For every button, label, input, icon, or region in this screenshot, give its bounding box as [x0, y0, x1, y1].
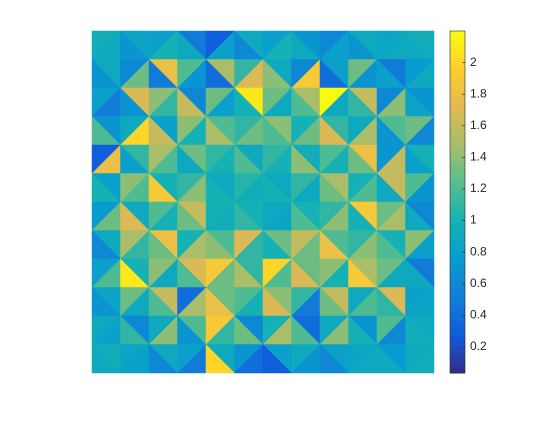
colorbar-swatch [450, 362, 465, 369]
colorbar-swatch [450, 244, 465, 251]
colorbar-swatch [450, 324, 465, 331]
colorbar-swatch [450, 47, 465, 53]
colorbar-swatch [450, 132, 465, 139]
colorbar-swatch [450, 164, 465, 171]
colorbar-swatch [450, 356, 465, 363]
colorbar-swatch [450, 351, 465, 358]
colorbar-swatch [450, 127, 465, 134]
colorbar-tick-label: 1.4 [470, 150, 487, 164]
colorbar-tick-label: 0.8 [470, 244, 487, 258]
colorbar-swatch [450, 31, 465, 37]
colorbar-swatch [450, 271, 465, 278]
colorbar-swatch [450, 105, 465, 112]
colorbar-swatch [450, 250, 465, 256]
colorbar-swatch [450, 228, 465, 235]
triangle [91, 343, 122, 374]
colorbar-swatch [450, 169, 465, 176]
colorbar-swatch [450, 159, 465, 166]
colorbar-swatch [450, 260, 465, 267]
triangle [319, 343, 350, 374]
colorbar-swatch [450, 223, 465, 230]
colorbar-swatch [450, 212, 465, 219]
colorbar-swatch [450, 180, 465, 187]
colorbar-swatch [450, 111, 465, 117]
colorbar-swatch [450, 137, 465, 144]
colorbar-swatch [450, 298, 465, 305]
colorbar-swatch [450, 346, 465, 353]
colorbar-swatch [450, 36, 465, 43]
colorbar-swatch [450, 218, 465, 224]
colorbar-swatch [450, 84, 465, 91]
colorbar-swatch [450, 308, 465, 315]
colorbar-swatch [450, 202, 465, 208]
colorbar-swatch [450, 319, 465, 326]
colorbar-tick-label: 1 [470, 213, 477, 227]
colorbar-swatch [450, 276, 465, 283]
colorbar-swatch [450, 57, 465, 64]
colorbar-tick-label: 1.8 [470, 86, 487, 100]
colorbar-swatch [450, 335, 465, 342]
triangle [148, 343, 179, 374]
colorbar-swatch [450, 340, 465, 347]
colorbar-swatch [450, 116, 465, 123]
colorbar-swatch [450, 73, 465, 80]
colorbar-swatch [450, 292, 465, 299]
colorbar-swatch [450, 95, 465, 101]
colorbar-swatch [450, 207, 465, 214]
colorbar-swatch [450, 175, 465, 182]
colorbar-swatch [450, 196, 465, 203]
triangle [404, 343, 435, 374]
colorbar-tick-label: 0.6 [470, 276, 487, 290]
colorbar-swatch [450, 191, 465, 198]
colorbar-swatch [450, 287, 465, 294]
colorbar-swatch [450, 266, 465, 272]
colorbar-swatch [450, 239, 465, 246]
colorbar-swatch [450, 303, 465, 310]
colorbar-swatch [450, 282, 465, 288]
colorbar-swatch [450, 41, 465, 48]
colorbar-swatch [450, 68, 465, 75]
colorbar-swatch [450, 79, 465, 85]
colorbar-swatch [450, 153, 465, 160]
colorbar-swatch [450, 185, 465, 192]
colorbar-swatch [450, 100, 465, 107]
colorbar-tick-label: 1.6 [470, 118, 487, 132]
colorbar-swatch [450, 52, 465, 59]
plot-area [91, 30, 435, 374]
triangle [205, 343, 236, 374]
colorbar-swatch [450, 121, 465, 128]
colorbar-tick-label: 2 [470, 55, 477, 69]
triangle [262, 343, 293, 374]
colorbar-swatch [450, 255, 465, 262]
colorbar-tick-label: 1.2 [470, 181, 487, 195]
colorbar-swatch [450, 367, 465, 374]
triangle [376, 343, 407, 374]
colorbar-swatch [450, 314, 465, 321]
colorbar-frame [449, 30, 466, 374]
colorbar-swatch [450, 330, 465, 337]
colorbar-swatch [450, 89, 465, 96]
colorbar-swatch [450, 143, 465, 150]
colorbar-swatch [450, 63, 465, 69]
colorbar-swatch [450, 148, 465, 155]
colorbar-tick-label: 0.4 [470, 308, 487, 322]
colorbar-swatch [450, 234, 465, 240]
colorbar-tick-label: 0.2 [470, 339, 487, 353]
colorbar: 0.2 0.4 0.6 0.8 1 1.2 1.4 1.6 1.8 2 [449, 30, 487, 374]
